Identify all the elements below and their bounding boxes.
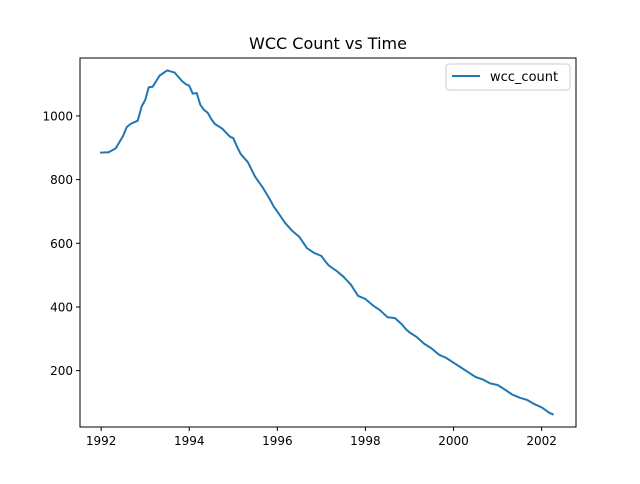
plot-area	[100, 69, 555, 416]
y-tick-label: 800	[50, 173, 73, 187]
legend-box	[445, 63, 571, 91]
legend: wcc_count	[445, 63, 571, 91]
y-tick-label: 200	[50, 364, 73, 378]
x-tick-label: 1996	[262, 434, 293, 448]
chart-title: WCC Count vs Time	[249, 34, 407, 53]
x-tick-label: 1994	[174, 434, 205, 448]
x-tick-label: 1992	[86, 434, 117, 448]
y-tick-label: 400	[50, 300, 73, 314]
y-tick-label: 1000	[42, 109, 73, 123]
x-axis: 1992 1994 1996 1998 2000 2002	[86, 427, 557, 448]
legend-entry-label: wcc_count	[490, 70, 558, 85]
y-axis: 200 400 600 800 1000	[42, 109, 80, 378]
x-tick-label: 2000	[438, 434, 469, 448]
series-line-wcc_count	[100, 69, 555, 416]
x-tick-label: 2002	[526, 434, 557, 448]
y-tick-label: 600	[50, 237, 73, 251]
axes-frame	[79, 57, 577, 428]
x-tick-label: 1998	[350, 434, 381, 448]
